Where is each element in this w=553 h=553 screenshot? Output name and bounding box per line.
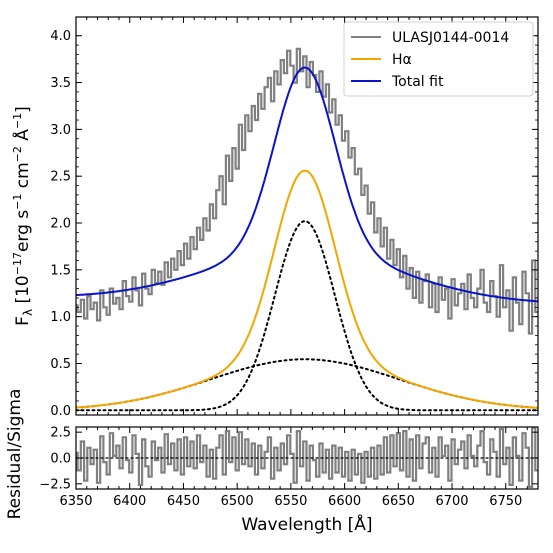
x-axis-label: Wavelength [Å] — [241, 513, 372, 535]
x-tick-label: 6750 — [489, 494, 522, 509]
y-tick-label: 4.0 — [50, 29, 71, 44]
spectrum-series — [76, 47, 538, 412]
y-tick-label: 2.0 — [50, 217, 71, 232]
y-tick-label: 3.0 — [50, 123, 71, 138]
y-tick-label: 1.0 — [50, 310, 71, 325]
series-residuals — [76, 427, 538, 488]
x-tick-label: 6600 — [328, 494, 361, 509]
legend-label-data: ULASJ0144-0014 — [392, 30, 509, 46]
spectrum-axes-frame — [75, 16, 539, 416]
y-tick-label: 1.5 — [50, 263, 71, 278]
series-observed-spectrum — [76, 47, 538, 335]
residual-y-axis-label: Residual/Sigma — [5, 389, 25, 520]
legend-box — [343, 21, 534, 97]
y-tick-label: 0.0 — [50, 404, 71, 419]
series-continuum-narrow-broad — [76, 66, 538, 303]
residual-series — [75, 427, 539, 488]
residual-panel: 6350 6400 6450 6500 6550 6600 6650 6700 6750 −2.5… — [5, 389, 539, 535]
y-tick-label: 2.5 — [50, 426, 71, 441]
x-tick-label: 6700 — [435, 494, 468, 509]
x-tick-label: 6450 — [167, 494, 200, 509]
series-narrow-gaussian — [76, 220, 538, 412]
legend-label-halpha: Hα — [392, 52, 412, 68]
x-tick-label: 6650 — [382, 494, 415, 509]
series-narrow-broad — [76, 169, 538, 409]
y-tick-label: 0.5 — [50, 357, 71, 372]
y-tick-label: 2.5 — [50, 170, 71, 185]
spectrum-panel: 0.0 0.5 1.0 1.5 2.0 2.5 3.0 3.5 4.0 ULASJ0144-00… — [11, 16, 539, 419]
legend-label-total-fit: Total fit — [391, 74, 444, 90]
y-tick-label: 0.0 — [50, 452, 71, 467]
y-tick-label: 3.5 — [50, 76, 71, 91]
spectrum-y-axis-label: Fλ [10−17erg s−1 cm−2 Å−1] — [11, 106, 35, 326]
x-tick-label: 6350 — [59, 494, 92, 509]
residual-axes-frame — [75, 426, 539, 490]
x-tick-label: 6500 — [221, 494, 254, 509]
legend: ULASJ0144-0014 Hα Total fit — [343, 21, 534, 97]
residual-ticks: 6350 6400 6450 6500 6550 6600 6650 6700 6750 −2.5… — [39, 426, 539, 509]
x-tick-label: 6400 — [113, 494, 146, 509]
x-tick-label: 6550 — [274, 494, 307, 509]
y-tick-label: −2.5 — [39, 477, 71, 492]
